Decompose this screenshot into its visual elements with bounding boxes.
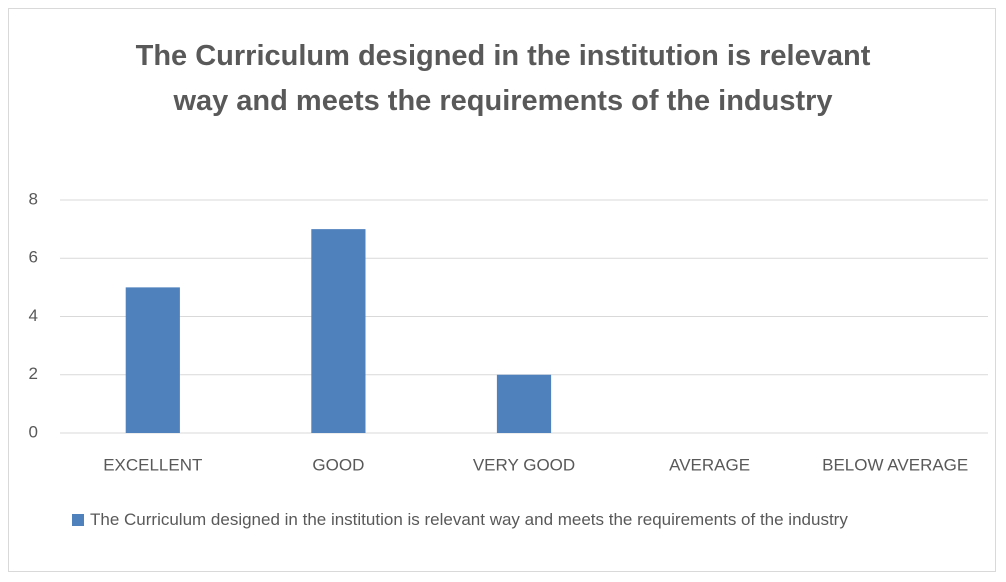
y-tick-label: 6 [29, 248, 38, 267]
y-tick-label: 8 [29, 189, 38, 208]
x-tick-label: GOOD [312, 455, 364, 474]
chart-title: The Curriculum designed in the instituti… [135, 40, 871, 117]
chart-frame [8, 8, 996, 572]
y-tick-label: 4 [29, 306, 38, 325]
legend-swatch [72, 514, 84, 526]
x-tick-label: AVERAGE [669, 455, 750, 474]
x-tick-label: EXCELLENT [103, 455, 202, 474]
y-tick-label: 0 [29, 422, 38, 441]
y-tick-label: 2 [29, 364, 38, 383]
x-tick-label: BELOW AVERAGE [822, 455, 968, 474]
legend-label: The Curriculum designed in the instituti… [90, 510, 848, 529]
bar [496, 374, 552, 433]
bar [125, 287, 180, 433]
legend: The Curriculum designed in the instituti… [72, 506, 972, 534]
bar [311, 229, 366, 433]
x-tick-label: VERY GOOD [473, 455, 575, 474]
